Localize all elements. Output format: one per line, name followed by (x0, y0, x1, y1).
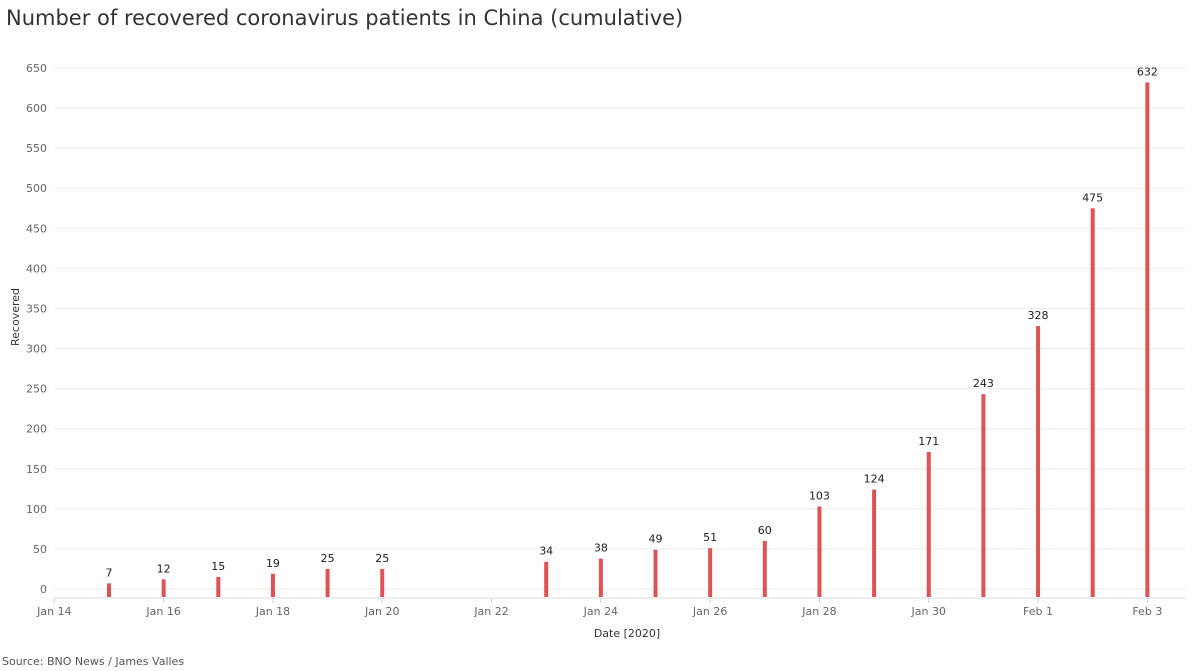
bar (817, 506, 822, 597)
bar (380, 568, 385, 597)
x-axis-ticks: Jan 14 Jan 16 Jan 18 Jan 20 Jan 22 Jan 24 Jan … (36, 598, 1162, 618)
source-note: Source: BNO News / James Valles (2, 655, 185, 668)
y-axis-title: Recovered (9, 288, 22, 346)
bar-value-label: 25 (321, 552, 335, 565)
bar-value-label: 15 (211, 560, 225, 573)
x-tick-label: Jan 14 (36, 605, 71, 618)
bar (216, 576, 221, 597)
x-tick-label: Jan 18 (255, 605, 290, 618)
bar-value-label: 38 (594, 542, 608, 555)
bar-value-label: 243 (973, 377, 994, 390)
x-axis-title: Date [2020] (594, 627, 660, 640)
bar (1145, 82, 1150, 598)
y-tick-label: 350 (26, 302, 47, 315)
x-tick-label: Jan 26 (692, 605, 727, 618)
x-tick-label: Jan 28 (801, 605, 836, 618)
bar (653, 549, 658, 597)
bar (598, 558, 603, 597)
y-tick-label: 400 (26, 262, 47, 275)
x-tick-label: Jan 16 (145, 605, 180, 618)
bar (1090, 208, 1095, 597)
y-tick-label: 50 (33, 543, 47, 556)
y-tick-label: 600 (26, 102, 47, 115)
gridlines (55, 67, 1185, 599)
bar (872, 489, 877, 597)
bar (981, 394, 986, 597)
y-tick-label: 150 (26, 463, 47, 476)
y-tick-label: 0 (40, 583, 47, 596)
bar (926, 451, 931, 597)
y-tick-label: 100 (26, 503, 47, 516)
bar-value-label: 475 (1082, 191, 1103, 204)
bar-value-label: 328 (1028, 309, 1049, 322)
y-axis-ticks: 0 50 100 150 200 250 300 350 400 450 500 550 600 650 (26, 62, 47, 596)
x-tick-label: Feb 1 (1023, 605, 1053, 618)
bar-value-label: 124 (864, 473, 885, 486)
bar-value-label: 7 (106, 566, 113, 579)
y-tick-label: 300 (26, 343, 47, 356)
bar (544, 561, 549, 597)
x-tick-label: Jan 20 (364, 605, 399, 618)
bar-value-label: 49 (649, 533, 663, 546)
y-tick-label: 650 (26, 62, 47, 75)
y-tick-label: 200 (26, 423, 47, 436)
bar-value-label: 19 (266, 557, 280, 570)
bar (708, 548, 713, 597)
y-tick-label: 450 (26, 222, 47, 235)
bar-value-label: 25 (375, 552, 389, 565)
bar-value-label: 632 (1137, 65, 1158, 78)
bar (270, 573, 275, 597)
y-tick-label: 550 (26, 142, 47, 155)
x-tick-label: Jan 30 (911, 605, 946, 618)
chart-title: Number of recovered coronavirus patients… (6, 6, 684, 30)
y-tick-label: 500 (26, 182, 47, 195)
bar-value-label: 103 (809, 489, 830, 502)
bar-value-label: 34 (539, 545, 553, 558)
x-tick-label: Feb 3 (1132, 605, 1162, 618)
bar (325, 568, 330, 597)
bar-value-label: 51 (703, 531, 717, 544)
bar (107, 583, 111, 597)
bar-value-label: 171 (918, 435, 939, 448)
x-tick-label: Jan 24 (583, 605, 618, 618)
bars (107, 82, 1150, 598)
x-tick-label: Jan 22 (473, 605, 508, 618)
bar-labels: 7 12 15 19 25 25 34 38 49 51 60 103 124 171 243 328 475 6… (106, 65, 1158, 579)
bar (161, 579, 166, 597)
bar-value-label: 12 (157, 562, 171, 575)
bar (1036, 326, 1041, 597)
bar-value-label: 60 (758, 524, 772, 537)
bar (762, 540, 767, 597)
y-tick-label: 250 (26, 383, 47, 396)
